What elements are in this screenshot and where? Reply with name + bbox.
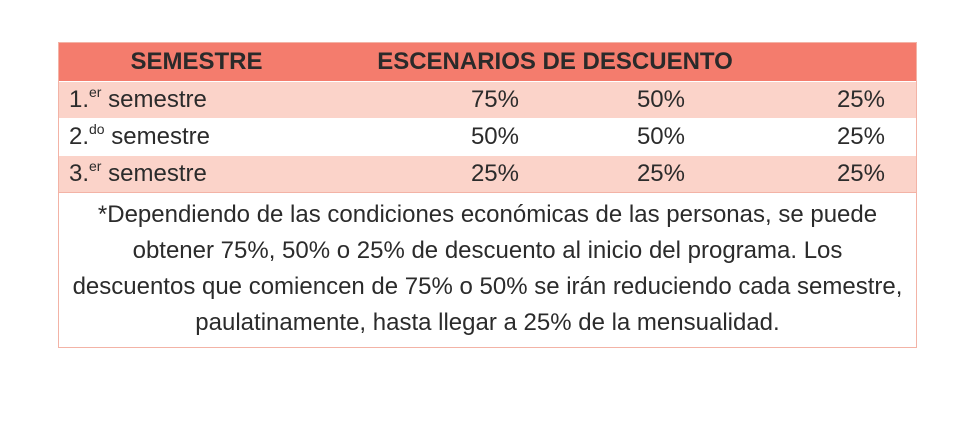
footnote: *Dependiendo de las condiciones económic… xyxy=(59,192,916,347)
row-value-1: 25% xyxy=(470,160,519,187)
row-value-2: 50% xyxy=(636,123,685,150)
row-value-2: 25% xyxy=(636,160,685,187)
row-value-3: 25% xyxy=(836,123,885,150)
row-label: 3.er semestre xyxy=(59,158,359,188)
row-number: 1. xyxy=(69,86,90,113)
row-label-text: semestre xyxy=(108,160,207,187)
header-semestre: SEMESTRE xyxy=(130,48,263,75)
row-label-text: semestre xyxy=(111,123,210,150)
table-header-row: SEMESTRE ESCENARIOS DE DESCUENTO xyxy=(59,43,916,81)
row-ordinal-suffix: do xyxy=(89,121,105,137)
row-number: 3. xyxy=(69,160,90,187)
table-row: 1.er semestre 75% 50% 25% xyxy=(59,81,916,118)
row-value-1: 75% xyxy=(470,86,519,113)
row-value-2: 50% xyxy=(636,86,685,113)
table-row: 2.do semestre 50% 50% 25% xyxy=(59,118,916,155)
row-ordinal-suffix: er xyxy=(89,84,102,100)
row-value-3: 25% xyxy=(836,160,885,187)
discount-table: SEMESTRE ESCENARIOS DE DESCUENTO 1.er se… xyxy=(58,42,917,348)
row-value-3: 25% xyxy=(836,86,885,113)
table-row: 3.er semestre 25% 25% 25% xyxy=(59,155,916,192)
row-label-text: semestre xyxy=(108,86,207,113)
row-ordinal-suffix: er xyxy=(89,158,102,174)
row-label: 1.er semestre xyxy=(59,84,359,114)
row-number: 2. xyxy=(69,123,90,150)
row-label: 2.do semestre xyxy=(59,121,359,151)
header-escenarios: ESCENARIOS DE DESCUENTO xyxy=(377,48,733,75)
row-value-1: 50% xyxy=(470,123,519,150)
